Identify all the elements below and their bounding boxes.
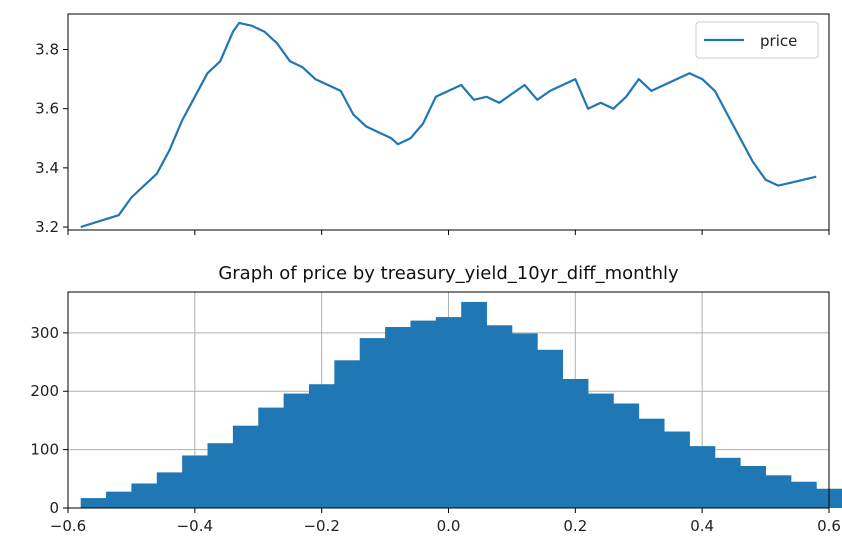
- bottom-x-tick-label: −0.4: [177, 517, 213, 535]
- histogram-bar: [435, 317, 462, 508]
- histogram-bar: [385, 327, 411, 508]
- histogram-chart: Graph of price by treasury_yield_10yr_di…: [30, 263, 842, 535]
- histogram-bar: [562, 378, 589, 508]
- histogram-title: Graph of price by treasury_yield_10yr_di…: [218, 263, 679, 284]
- top-y-axis: 3.2 3.4 3.6 3.8: [35, 41, 68, 236]
- price-line-chart: 3.2 3.4 3.6 3.8 price: [35, 13, 830, 236]
- histogram-bar: [182, 455, 208, 508]
- bottom-y-tick-label: 200: [30, 382, 59, 400]
- bottom-y-axis: 0 100 200 300: [30, 324, 68, 517]
- bottom-x-tick-label: 0.2: [563, 517, 587, 535]
- bottom-x-tick-label: −0.2: [303, 517, 339, 535]
- histogram-bar: [511, 333, 538, 508]
- bottom-x-axis: −0.6 −0.4 −0.2 0.0 0.2 0.4 0.6: [50, 508, 841, 535]
- bottom-x-tick-label: −0.6: [50, 517, 86, 535]
- histogram-bar: [765, 475, 792, 508]
- top-y-tick-label: 3.4: [35, 159, 59, 177]
- legend-label-price: price: [760, 32, 797, 50]
- bottom-x-tick-label: 0.0: [437, 517, 461, 535]
- histogram-bar: [689, 446, 716, 508]
- histogram-bar: [638, 418, 665, 508]
- histogram-bar: [359, 338, 386, 508]
- histogram-bar: [232, 425, 259, 508]
- histogram-bar: [588, 393, 614, 508]
- histogram-bar: [740, 465, 766, 508]
- histogram-bar: [790, 481, 817, 508]
- price-series-line: [80, 21, 817, 229]
- histogram-bar: [410, 320, 437, 508]
- top-y-tick-label: 3.6: [35, 100, 59, 118]
- histogram-bar: [207, 443, 234, 508]
- histogram-bar: [131, 483, 158, 508]
- legend: price: [695, 21, 819, 59]
- histogram-bar: [714, 457, 741, 508]
- histogram-bar: [613, 403, 640, 508]
- bottom-y-tick-label: 300: [30, 324, 59, 342]
- histogram-bar: [334, 360, 361, 508]
- histogram-bar: [283, 393, 310, 508]
- bottom-x-tick-label: 0.4: [690, 517, 714, 535]
- histogram-bar: [664, 431, 690, 508]
- histogram-bar: [106, 491, 132, 508]
- histogram-bar: [486, 325, 513, 508]
- bottom-y-tick-label: 0: [49, 499, 59, 517]
- histogram-bar: [308, 384, 335, 508]
- histogram-bar: [537, 349, 564, 508]
- top-y-tick-label: 3.8: [35, 41, 59, 59]
- histogram-bar: [461, 301, 487, 508]
- histogram-bar: [80, 498, 107, 508]
- top-x-axis: [67, 230, 830, 235]
- legend-box: [695, 21, 819, 59]
- top-y-tick-label: 3.2: [35, 218, 59, 236]
- histogram-bars: [80, 301, 842, 508]
- histogram-bar: [156, 472, 183, 508]
- bottom-y-tick-label: 100: [30, 441, 59, 459]
- histogram-bar: [258, 407, 285, 508]
- bottom-x-tick-label: 0.6: [817, 517, 841, 535]
